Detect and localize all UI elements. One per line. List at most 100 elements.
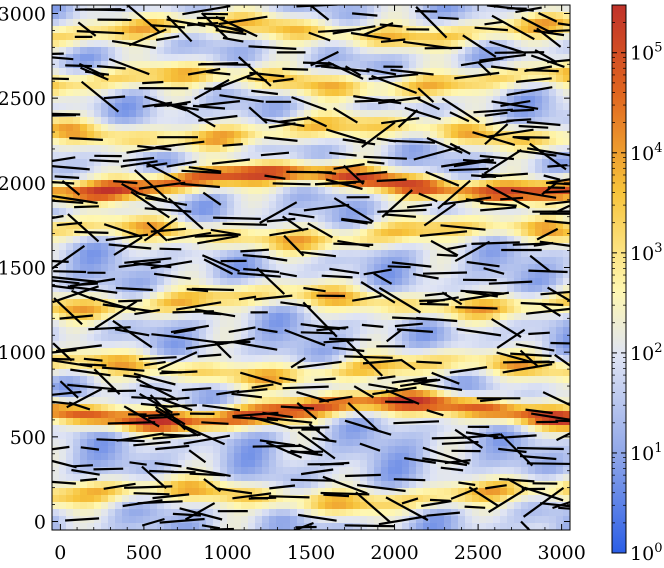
heat-cell	[220, 453, 228, 461]
heat-cell	[514, 222, 522, 230]
heat-cell	[549, 390, 557, 398]
heat-cell	[297, 75, 305, 83]
heat-cell	[381, 110, 389, 118]
heat-cell	[178, 362, 186, 370]
heat-cell	[458, 208, 466, 216]
heat-cell	[157, 264, 165, 272]
heat-cell	[269, 313, 277, 321]
heat-cell	[493, 5, 501, 13]
heat-cell	[255, 397, 263, 405]
heat-cell	[493, 47, 501, 55]
heat-cell	[87, 411, 95, 419]
heat-cell	[493, 82, 501, 90]
heat-cell	[150, 173, 158, 181]
heat-cell	[388, 236, 396, 244]
heat-cell	[311, 236, 319, 244]
heat-cell	[185, 103, 193, 111]
heat-cell	[437, 194, 445, 202]
heat-cell	[430, 229, 438, 237]
heat-cell	[479, 138, 487, 146]
heat-cell	[486, 460, 494, 468]
heat-cell	[423, 82, 431, 90]
heat-cell	[535, 404, 543, 412]
heat-cell	[206, 306, 214, 314]
heat-cell	[458, 432, 466, 440]
heat-cell	[367, 215, 375, 223]
heat-cell	[136, 173, 144, 181]
heat-cell	[332, 96, 340, 104]
heat-cell	[304, 96, 312, 104]
heat-cell	[556, 166, 564, 174]
heat-cell	[493, 243, 501, 251]
heat-cell	[493, 334, 501, 342]
heat-cell	[304, 236, 312, 244]
heat-cell	[164, 68, 172, 76]
heat-cell	[101, 138, 109, 146]
heat-cell	[416, 180, 424, 188]
heat-cell	[157, 341, 165, 349]
heat-cell	[73, 47, 81, 55]
heat-cell	[262, 187, 270, 195]
heat-cell	[493, 257, 501, 265]
heat-cell	[402, 89, 410, 97]
heat-cell	[388, 411, 396, 419]
heat-cell	[395, 257, 403, 265]
heat-cell	[493, 12, 501, 20]
heat-cell	[178, 110, 186, 118]
heat-cell	[521, 439, 529, 447]
heat-cell	[262, 474, 270, 482]
heat-cell	[346, 110, 354, 118]
heat-cell	[199, 180, 207, 188]
heat-cell	[185, 33, 193, 41]
heat-cell	[248, 278, 256, 286]
heat-cell	[416, 173, 424, 181]
heat-cell	[297, 33, 305, 41]
heat-cell	[136, 467, 144, 475]
heat-cell	[199, 26, 207, 34]
heat-cell	[227, 453, 235, 461]
heat-cell	[213, 376, 221, 384]
heat-cell	[227, 117, 235, 125]
heat-cell	[199, 313, 207, 321]
heat-cell	[367, 397, 375, 405]
heat-cell	[150, 187, 158, 195]
heat-cell	[374, 355, 382, 363]
heat-cell	[423, 432, 431, 440]
heat-cell	[283, 152, 291, 160]
heat-cell	[430, 89, 438, 97]
heat-cell	[500, 47, 508, 55]
heat-cell	[521, 250, 529, 258]
heat-cell	[185, 54, 193, 62]
heat-cell	[360, 110, 368, 118]
heat-cell	[507, 243, 515, 251]
heat-cell	[318, 5, 326, 13]
heat-cell	[402, 19, 410, 27]
heat-cell	[325, 243, 333, 251]
heat-cell	[444, 341, 452, 349]
heat-cell	[479, 103, 487, 111]
heat-cell	[206, 243, 214, 251]
heat-cell	[143, 131, 151, 139]
heat-cell	[549, 313, 557, 321]
heat-cell	[444, 124, 452, 132]
heat-cell	[472, 194, 480, 202]
heat-cell	[514, 327, 522, 335]
heat-cell	[409, 355, 417, 363]
heat-cell	[353, 425, 361, 433]
heat-cell	[521, 369, 529, 377]
heat-cell	[395, 369, 403, 377]
heat-cell	[171, 278, 179, 286]
heat-cell	[514, 390, 522, 398]
heat-cell	[374, 418, 382, 426]
heat-cell	[444, 26, 452, 34]
heat-cell	[87, 54, 95, 62]
heat-cell	[535, 138, 543, 146]
heat-cell	[479, 110, 487, 118]
heat-cell	[409, 264, 417, 272]
heat-cell	[451, 12, 459, 20]
heat-cell	[276, 474, 284, 482]
heat-cell	[444, 89, 452, 97]
heat-cell	[444, 432, 452, 440]
heat-cell	[367, 313, 375, 321]
heat-cell	[80, 236, 88, 244]
